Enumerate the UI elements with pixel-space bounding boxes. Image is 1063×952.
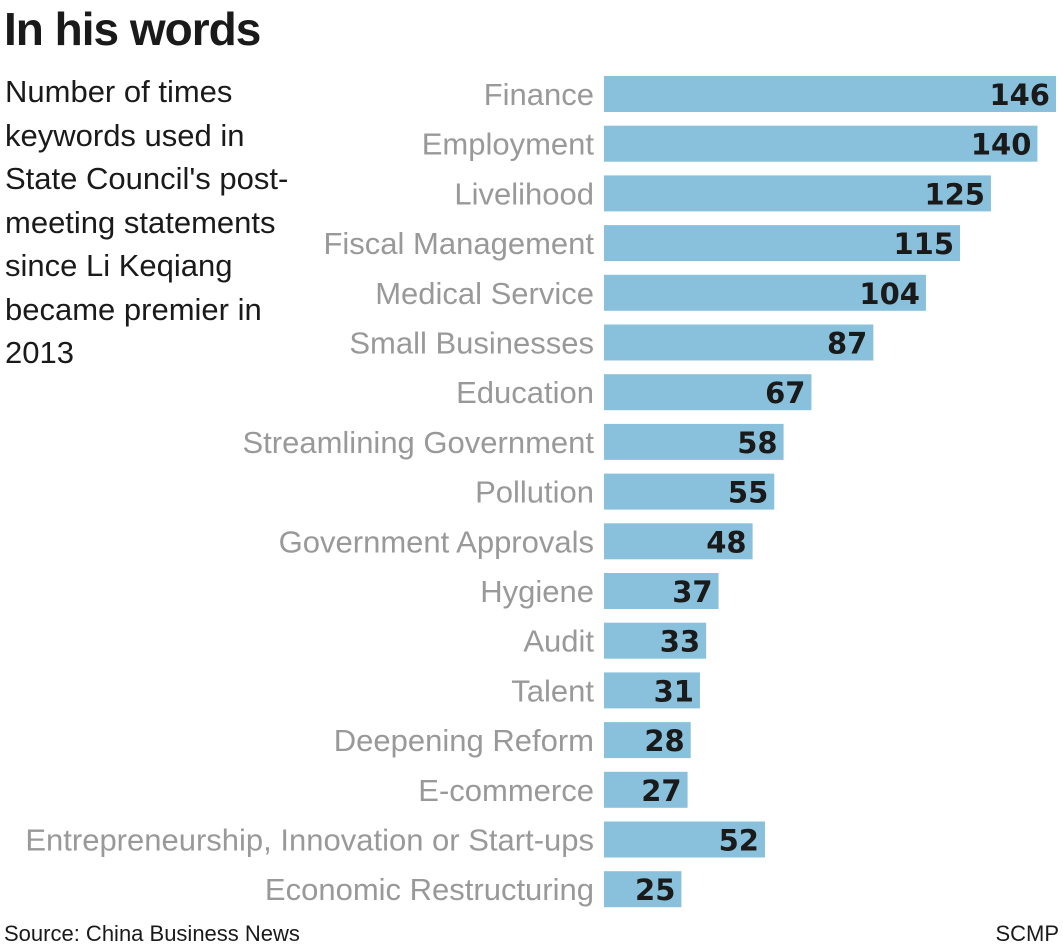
- value-label: 58: [737, 426, 777, 460]
- value-label: 67: [765, 376, 805, 410]
- category-label: Fiscal Management: [323, 226, 594, 261]
- value-label: 146: [989, 78, 1050, 112]
- category-label: Small Businesses: [349, 326, 594, 361]
- chart-subtitle: Number of times keywords used in State C…: [5, 74, 289, 370]
- credit-note: SCMP: [995, 921, 1059, 946]
- category-label: Deepening Reform: [334, 723, 594, 758]
- value-label: 31: [654, 674, 694, 708]
- value-label: 140: [971, 128, 1032, 162]
- bar: [604, 573, 719, 609]
- bar: [604, 324, 874, 361]
- value-label: 37: [672, 575, 712, 609]
- category-label: E-commerce: [418, 773, 594, 808]
- category-label: Hygiene: [480, 574, 594, 609]
- bar: [604, 672, 700, 709]
- value-label: 115: [893, 227, 954, 261]
- chart-title: In his words: [4, 3, 261, 55]
- bar: [604, 125, 1038, 162]
- category-label: Education: [456, 375, 594, 410]
- bar: [604, 871, 682, 908]
- value-label: 55: [728, 476, 768, 510]
- bar: [604, 473, 775, 510]
- category-label: Streamlining Government: [243, 425, 595, 460]
- value-label: 87: [827, 327, 867, 361]
- bar: [604, 76, 1056, 112]
- category-label: Medical Service: [375, 276, 594, 311]
- value-label: 25: [635, 873, 675, 907]
- category-label: Audit: [523, 624, 594, 659]
- value-label: 28: [644, 724, 684, 758]
- bar: [604, 722, 691, 759]
- bar: [604, 374, 812, 411]
- bar: [604, 622, 707, 659]
- bar: [604, 423, 784, 460]
- value-label: 104: [859, 277, 920, 311]
- category-label: Finance: [484, 77, 594, 112]
- category-label: Government Approvals: [279, 524, 594, 559]
- category-label: Economic Restructuring: [265, 872, 594, 907]
- value-label: 48: [706, 525, 746, 559]
- category-label: Employment: [422, 127, 595, 162]
- source-note: Source: China Business News: [4, 921, 300, 946]
- value-label: 27: [641, 774, 681, 808]
- bar: [604, 274, 926, 311]
- category-label: Talent: [511, 673, 594, 708]
- value-label: 125: [924, 177, 985, 211]
- category-label: Pollution: [475, 475, 594, 510]
- value-label: 33: [660, 625, 700, 659]
- bar: [604, 821, 765, 858]
- bar: [604, 771, 688, 808]
- category-label: Entrepreneurship, Innovation or Start-up…: [25, 823, 594, 858]
- bar: [604, 225, 961, 262]
- bar: [604, 175, 991, 212]
- bar: [604, 523, 753, 560]
- category-label: Livelihood: [454, 176, 594, 211]
- value-label: 52: [719, 824, 759, 858]
